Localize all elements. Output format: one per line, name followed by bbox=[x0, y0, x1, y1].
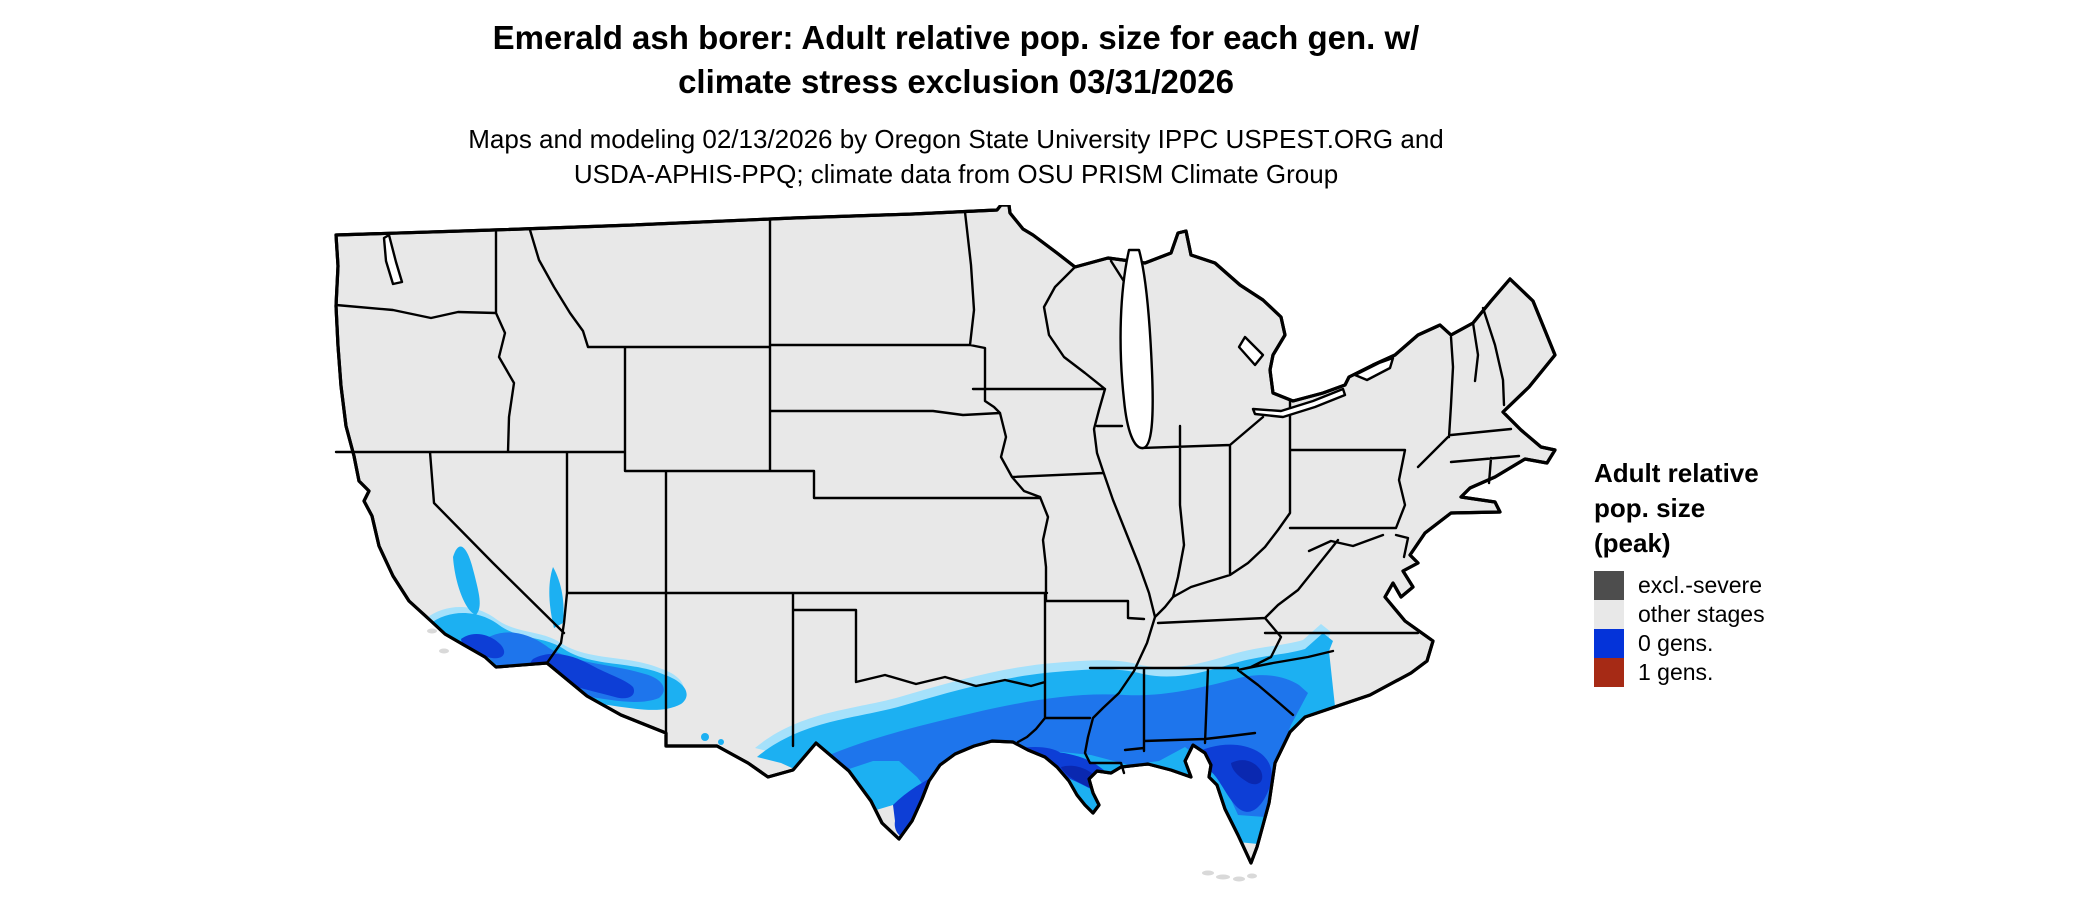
lake-erie bbox=[1251, 387, 1347, 419]
us-map bbox=[333, 203, 1565, 892]
florida-keys bbox=[1233, 876, 1245, 882]
channel-islands bbox=[427, 628, 437, 634]
legend-title-line3: (peak) bbox=[1594, 528, 1671, 558]
lake-ontario bbox=[1353, 356, 1395, 382]
map-title-line2: climate stress exclusion 03/31/2026 bbox=[678, 63, 1234, 100]
legend-title: Adult relative pop. size (peak) bbox=[1594, 456, 1894, 561]
great-lakes bbox=[382, 233, 1395, 450]
florida-keys bbox=[1216, 874, 1230, 880]
colorado-river-streak bbox=[549, 567, 564, 628]
state-boundaries bbox=[334, 210, 1521, 775]
map-subtitle: Maps and modeling 02/13/2026 by Oregon S… bbox=[0, 122, 1912, 192]
channel-islands bbox=[439, 648, 449, 654]
us-landmass bbox=[334, 203, 1557, 865]
legend-item-1-gens: 1 gens. bbox=[1594, 658, 1894, 687]
legend-label: 1 gens. bbox=[1638, 659, 1714, 685]
florida-keys bbox=[1247, 873, 1257, 879]
legend-items: excl.-severe other stages 0 gens. 1 gens… bbox=[1594, 571, 1894, 687]
us-map-figure bbox=[334, 203, 1557, 882]
map-title: Emerald ash borer: Adult relative pop. s… bbox=[0, 16, 1912, 104]
saginaw-bay bbox=[1237, 335, 1265, 367]
legend-label: 0 gens. bbox=[1638, 630, 1714, 656]
legend-swatch-excl-severe bbox=[1594, 571, 1624, 600]
legend-title-line2: pop. size bbox=[1594, 493, 1706, 523]
legend-swatch-0-gens bbox=[1594, 629, 1624, 658]
legend-swatch-1-gens bbox=[1594, 658, 1624, 687]
legend-item-other-stages: other stages bbox=[1594, 600, 1894, 629]
florida-keys bbox=[1202, 870, 1214, 876]
lake-michigan bbox=[1119, 248, 1154, 450]
legend-label: other stages bbox=[1638, 601, 1765, 627]
central-valley-streak bbox=[453, 546, 480, 615]
legend-swatch-other-stages bbox=[1594, 600, 1624, 629]
islands-and-keys bbox=[427, 628, 1257, 882]
legend-item-excl-severe: excl.-severe bbox=[1594, 571, 1894, 600]
puget-sound bbox=[382, 233, 404, 286]
legend-item-0-gens: 0 gens. bbox=[1594, 629, 1894, 658]
legend: Adult relative pop. size (peak) excl.-se… bbox=[1594, 456, 1894, 687]
map-subtitle-line2: USDA-APHIS-PPQ; climate data from OSU PR… bbox=[573, 159, 1339, 189]
map-subtitle-line1: Maps and modeling 02/13/2026 by Oregon S… bbox=[468, 124, 1444, 154]
map-title-line1: Emerald ash borer: Adult relative pop. s… bbox=[492, 19, 1420, 56]
legend-title-line1: Adult relative bbox=[1594, 458, 1759, 488]
legend-label: excl.-severe bbox=[1638, 572, 1762, 598]
